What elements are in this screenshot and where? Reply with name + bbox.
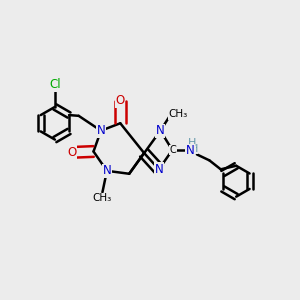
Text: N: N: [103, 164, 111, 177]
Text: O: O: [68, 146, 77, 159]
Text: CH₃: CH₃: [93, 193, 112, 203]
Text: N: N: [154, 163, 163, 176]
Text: CH₃: CH₃: [169, 109, 188, 119]
Text: H: H: [188, 138, 196, 148]
Text: O: O: [116, 94, 125, 107]
Text: C: C: [169, 145, 176, 155]
Text: N: N: [156, 124, 165, 137]
Text: H: H: [190, 143, 198, 154]
Text: N: N: [97, 124, 105, 137]
Text: Cl: Cl: [49, 78, 61, 91]
Text: N: N: [186, 144, 194, 157]
